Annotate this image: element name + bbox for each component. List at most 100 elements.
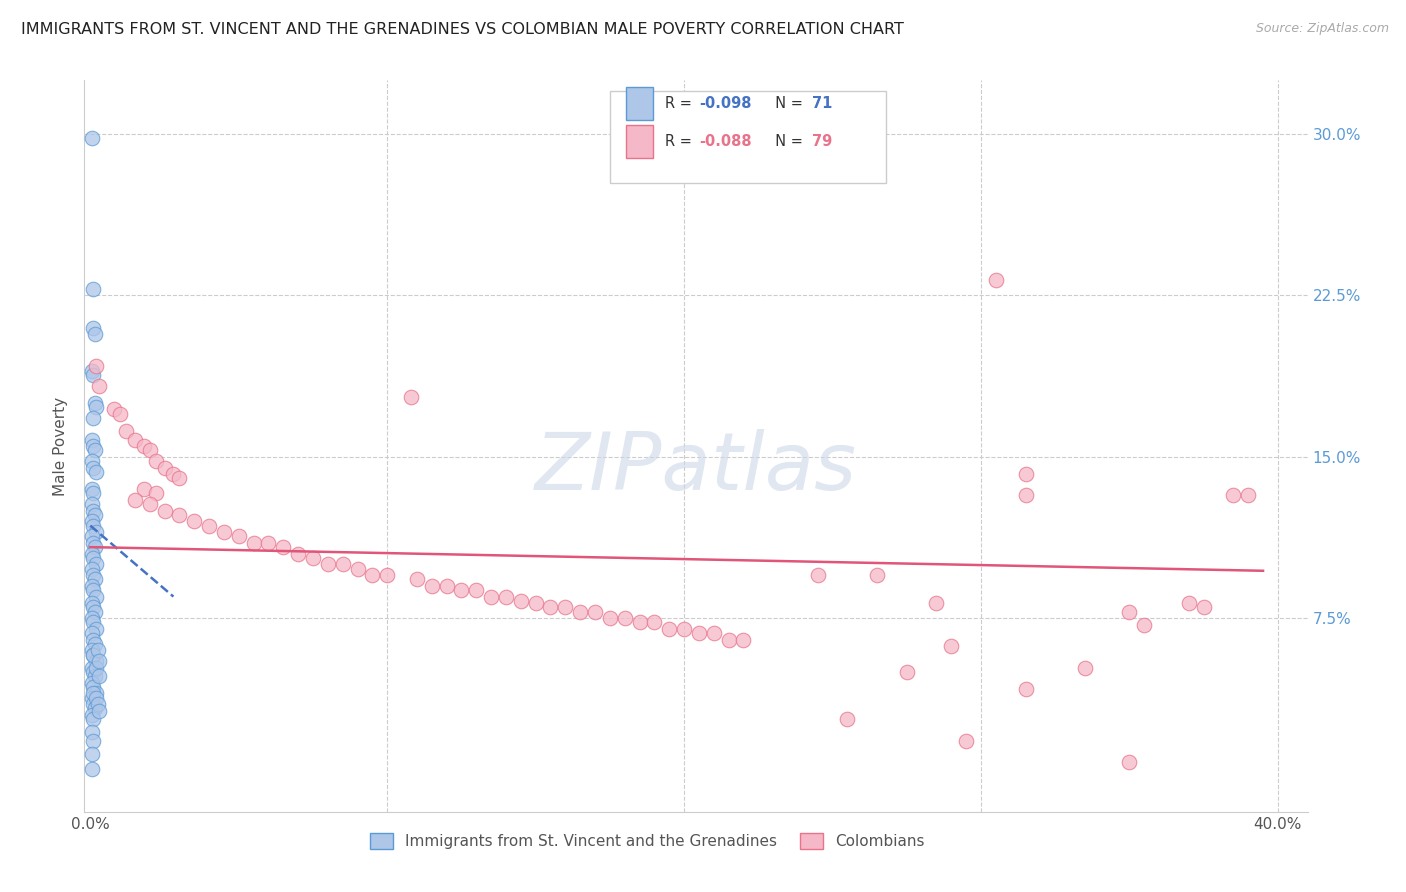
Point xyxy=(89,378,111,392)
FancyBboxPatch shape xyxy=(610,91,886,183)
Point xyxy=(80,747,103,761)
Point xyxy=(84,465,107,479)
Point xyxy=(80,660,103,674)
Point xyxy=(1237,488,1260,502)
Point xyxy=(1118,756,1140,770)
Text: ZIPatlas: ZIPatlas xyxy=(534,429,858,507)
Point xyxy=(82,733,104,747)
Point xyxy=(80,579,103,593)
Point xyxy=(82,686,104,700)
Point xyxy=(80,561,103,575)
Point xyxy=(688,626,710,640)
Point xyxy=(83,573,105,587)
Point xyxy=(896,665,918,679)
Text: IMMIGRANTS FROM ST. VINCENT AND THE GRENADINES VS COLOMBIAN MALE POVERTY CORRELA: IMMIGRANTS FROM ST. VINCENT AND THE GREN… xyxy=(21,22,904,37)
Text: -0.098: -0.098 xyxy=(700,96,752,112)
Point xyxy=(82,411,104,425)
Point xyxy=(84,359,107,374)
Point xyxy=(242,536,264,550)
Point xyxy=(80,131,103,145)
Point xyxy=(941,639,963,653)
Point xyxy=(82,550,104,565)
Point xyxy=(84,558,107,572)
Point xyxy=(80,626,103,640)
Point xyxy=(1222,488,1244,502)
Point xyxy=(153,503,176,517)
Text: N =: N = xyxy=(766,96,807,112)
Point xyxy=(87,697,110,711)
Bar xyxy=(626,87,654,120)
Point xyxy=(1074,660,1097,674)
Point xyxy=(80,596,103,610)
Text: 71: 71 xyxy=(813,96,832,112)
Point xyxy=(89,704,111,718)
Point xyxy=(153,460,176,475)
Point xyxy=(87,643,110,657)
Point xyxy=(82,282,104,296)
Point xyxy=(84,524,107,539)
Text: -0.088: -0.088 xyxy=(700,134,752,149)
Text: R =: R = xyxy=(665,134,697,149)
Point xyxy=(132,482,155,496)
Point xyxy=(84,686,107,700)
Point xyxy=(436,579,458,593)
Point xyxy=(82,648,104,662)
Point xyxy=(80,454,103,468)
Point xyxy=(406,573,429,587)
Point xyxy=(733,632,755,647)
Point xyxy=(82,632,104,647)
Point xyxy=(420,579,443,593)
Point xyxy=(807,568,830,582)
Point xyxy=(80,762,103,776)
Point xyxy=(80,675,103,690)
Point xyxy=(524,596,547,610)
Point xyxy=(257,536,280,550)
Point xyxy=(82,712,104,726)
Point xyxy=(302,550,325,565)
Point xyxy=(89,669,111,683)
Point xyxy=(145,486,167,500)
Y-axis label: Male Poverty: Male Poverty xyxy=(53,396,69,496)
Point xyxy=(84,590,107,604)
Point xyxy=(198,518,221,533)
Point xyxy=(346,561,368,575)
Point xyxy=(540,600,562,615)
Point xyxy=(316,558,339,572)
Point xyxy=(1014,467,1036,481)
Point xyxy=(115,424,138,438)
Point xyxy=(925,596,948,610)
Point xyxy=(717,632,740,647)
Point xyxy=(82,665,104,679)
Text: Source: ZipAtlas.com: Source: ZipAtlas.com xyxy=(1256,22,1389,36)
Point xyxy=(183,514,205,528)
Point xyxy=(399,390,422,404)
Point xyxy=(83,327,105,342)
Point xyxy=(145,454,167,468)
Point xyxy=(124,492,146,507)
Point xyxy=(495,590,517,604)
Point xyxy=(509,594,531,608)
Point xyxy=(287,547,309,561)
Point xyxy=(82,697,104,711)
Point xyxy=(132,439,155,453)
Point xyxy=(82,600,104,615)
Point xyxy=(80,725,103,739)
Point xyxy=(228,529,250,543)
Point xyxy=(212,524,235,539)
Point xyxy=(628,615,651,630)
Point xyxy=(162,467,184,481)
Point xyxy=(83,701,105,715)
Point xyxy=(554,600,576,615)
Point xyxy=(361,568,384,582)
Point xyxy=(82,320,104,334)
Point xyxy=(89,654,111,668)
Point xyxy=(1014,488,1036,502)
Point xyxy=(465,583,488,598)
Point xyxy=(479,590,502,604)
Point xyxy=(84,660,107,674)
Point xyxy=(83,637,105,651)
Point xyxy=(82,583,104,598)
Point xyxy=(569,605,592,619)
Point xyxy=(80,611,103,625)
Point xyxy=(80,482,103,496)
